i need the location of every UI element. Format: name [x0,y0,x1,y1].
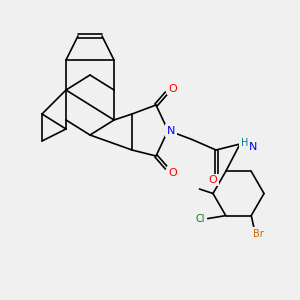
Text: O: O [168,167,177,178]
Text: H: H [241,137,248,148]
Text: Br: Br [254,229,264,238]
Text: O: O [208,175,217,185]
Text: N: N [249,142,258,152]
Text: O: O [168,83,177,94]
Text: Cl: Cl [196,214,205,224]
Text: N: N [167,125,175,136]
